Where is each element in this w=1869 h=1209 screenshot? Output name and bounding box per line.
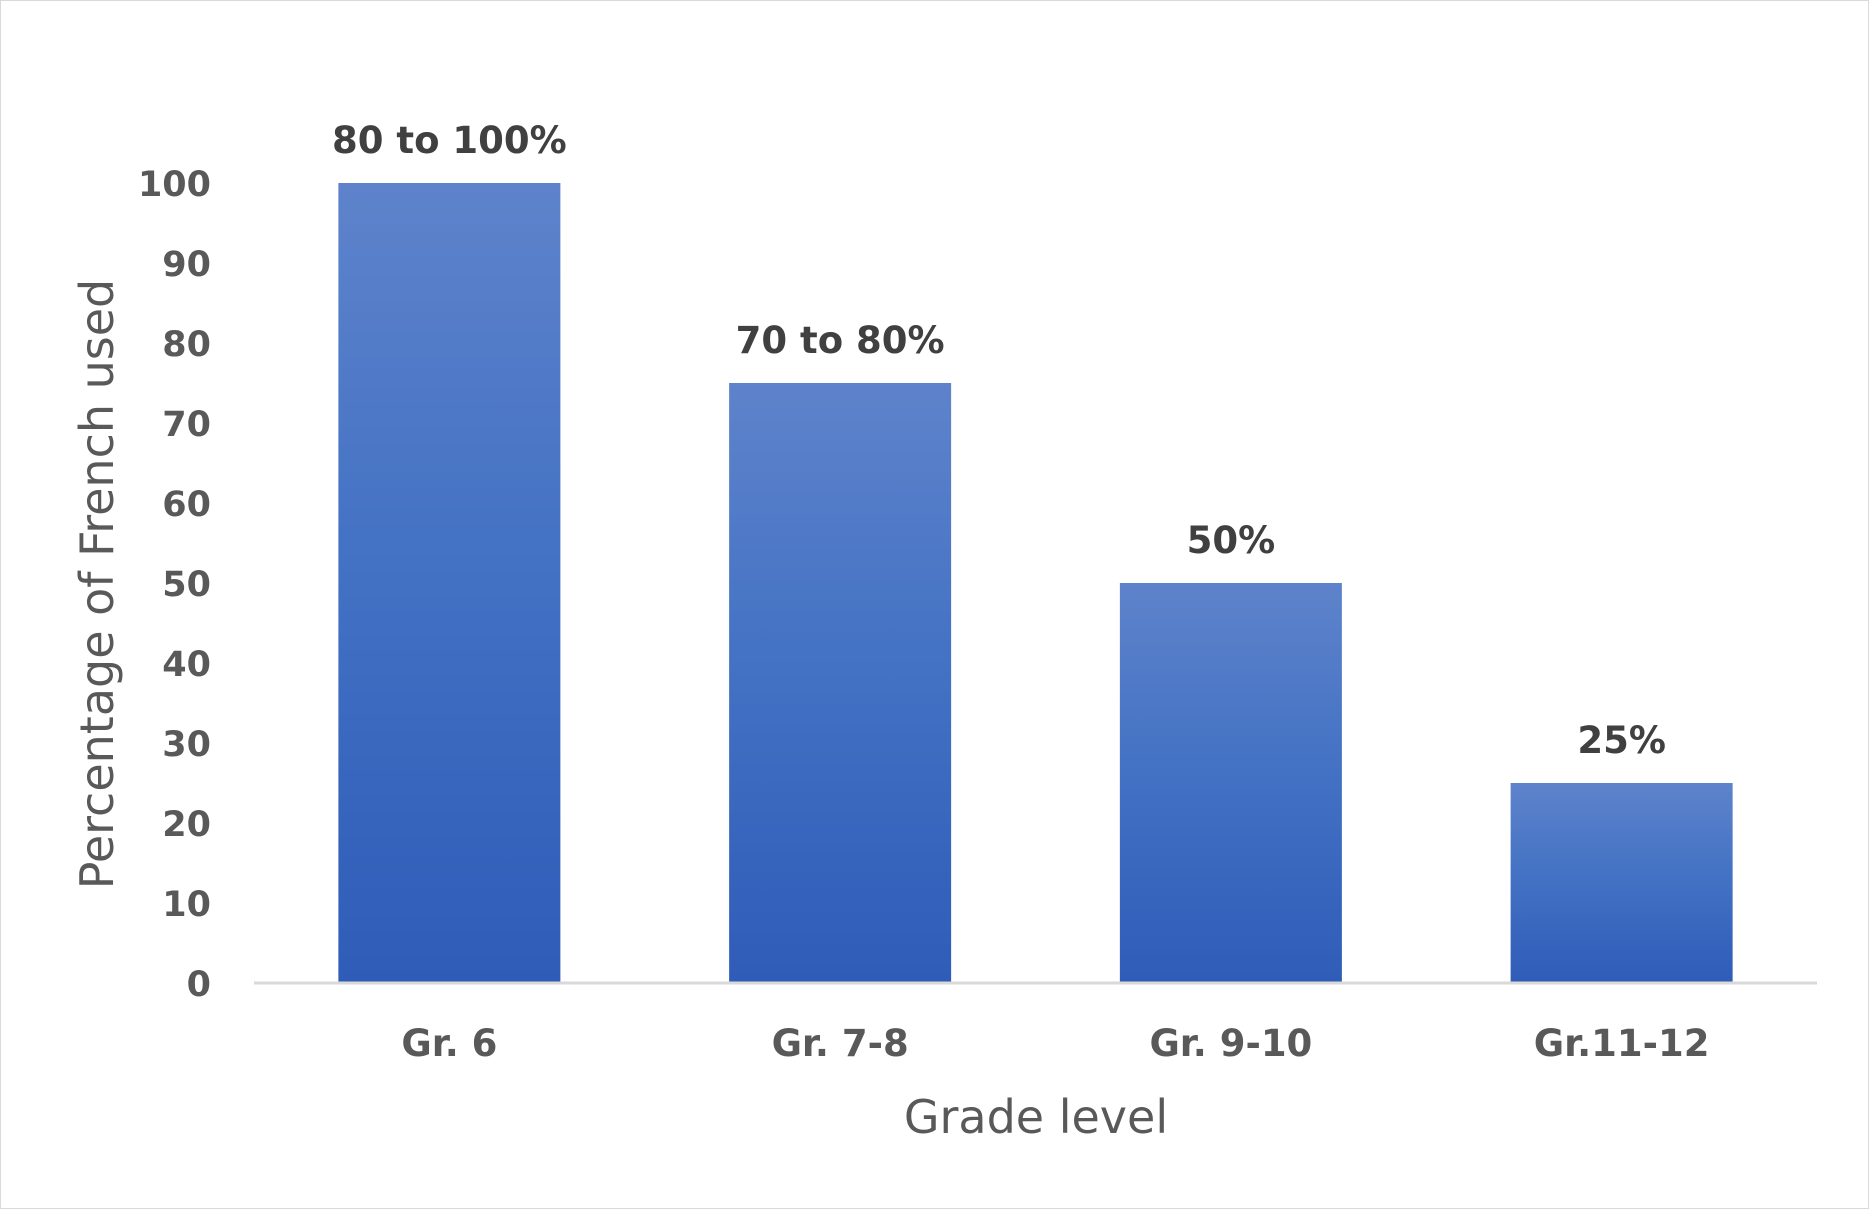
- y-tick-labels: 0 10 20 30 40 50 60 70 80 90 100: [138, 165, 211, 1005]
- bar-data-label: 80 to 100%: [332, 119, 567, 162]
- y-tick-label: 80: [162, 325, 211, 365]
- bar: [338, 183, 561, 983]
- bar: [1119, 583, 1342, 983]
- x-category-label: Gr.11-12: [1534, 1022, 1710, 1065]
- data-labels: 80 to 100% 70 to 80% 50% 25%: [332, 119, 1666, 762]
- y-tick-label: 0: [187, 965, 211, 1005]
- bar-data-label: 25%: [1577, 719, 1666, 762]
- y-tick-label: 40: [162, 645, 211, 685]
- y-tick-label: 70: [162, 405, 211, 445]
- y-tick-label: 90: [162, 245, 211, 285]
- x-axis-title: Grade level: [904, 1090, 1168, 1144]
- y-tick-label: 60: [162, 485, 211, 525]
- y-tick-label: 20: [162, 805, 211, 845]
- y-axis-title: Percentage of French used: [70, 279, 124, 890]
- bar-data-label: 70 to 80%: [736, 319, 945, 362]
- y-tick-label: 100: [138, 165, 211, 205]
- x-category-label: Gr. 7-8: [772, 1022, 909, 1065]
- x-category-label: Gr. 9-10: [1149, 1022, 1312, 1065]
- y-tick-label: 50: [162, 565, 211, 605]
- bars-layer: [338, 183, 1733, 983]
- y-tick-label: 30: [162, 725, 211, 765]
- x-category-label: Gr. 6: [401, 1022, 497, 1065]
- x-category-labels: Gr. 6 Gr. 7-8 Gr. 9-10 Gr.11-12: [401, 1022, 1709, 1065]
- y-tick-label: 10: [162, 885, 211, 925]
- bar: [729, 383, 952, 983]
- bar: [1510, 783, 1733, 983]
- bar-data-label: 50%: [1187, 519, 1276, 562]
